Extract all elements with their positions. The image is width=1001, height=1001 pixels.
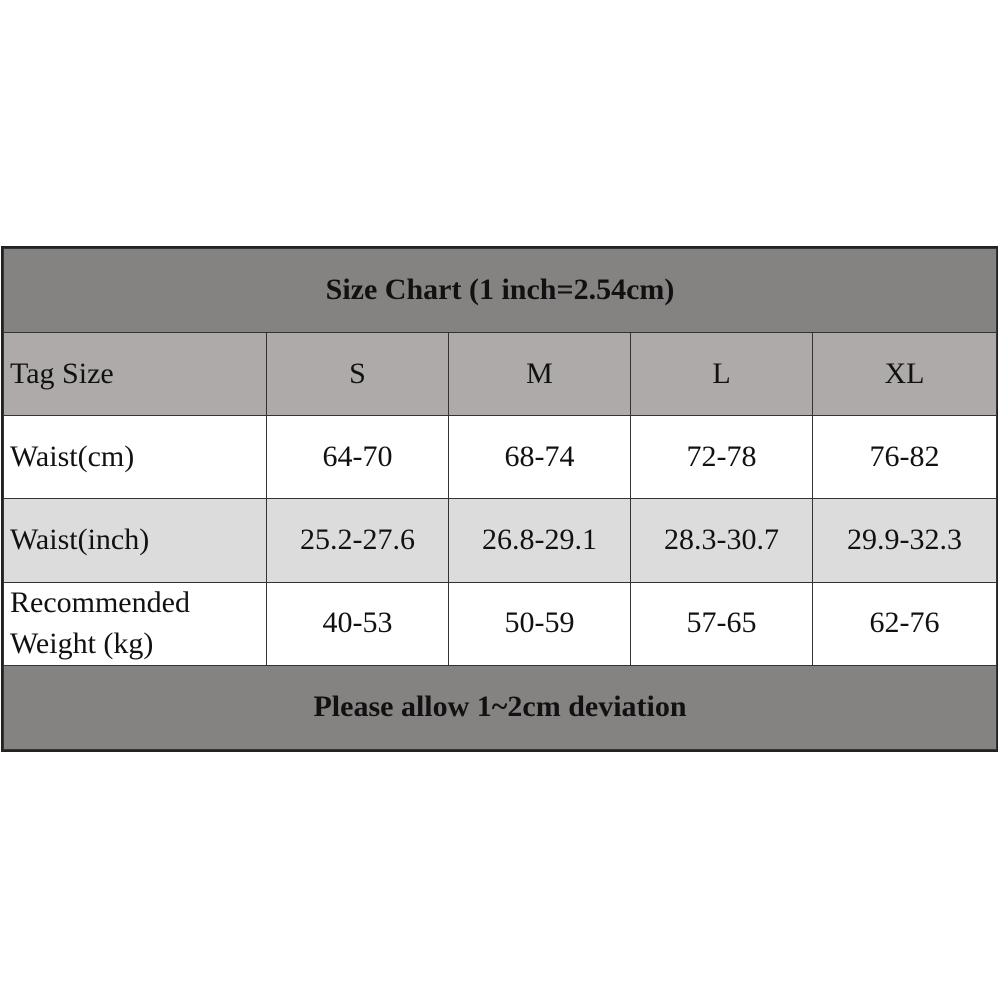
cell: 57-65 [630, 581, 813, 666]
table-body: Size Chart (1 inch=2.54cm) Tag Size S M L XL… [2, 247, 998, 751]
cell: 64-70 [266, 415, 449, 500]
header-cell: Tag Size [3, 332, 267, 417]
table-row: Recommended Weight (kg) 40-53 50-59 57-65 62… [3, 581, 998, 666]
cell: 68-74 [448, 415, 631, 500]
row-label: Waist(cm) [3, 415, 267, 500]
size-table: Size Chart (1 inch=2.54cm) Tag Size S M L XL… [2, 247, 998, 751]
cell: 26.8-29.1 [448, 498, 631, 583]
cell: 25.2-27.6 [266, 498, 449, 583]
table-row: Waist(inch) 25.2-27.6 26.8-29.1 28.3-30.7 29… [3, 498, 998, 583]
cell: 28.3-30.7 [630, 498, 813, 583]
table-title: Size Chart (1 inch=2.54cm) [2, 247, 998, 334]
header-row: Tag Size S M L XL [3, 332, 998, 417]
cell: 76-82 [811, 415, 998, 500]
footer-note: Please allow 1~2cm deviation [2, 664, 998, 751]
cell: 40-53 [266, 581, 449, 666]
cell: 62-76 [811, 581, 998, 666]
row-label: Waist(inch) [3, 498, 267, 583]
cell: 50-59 [448, 581, 631, 666]
header-cell: S [266, 332, 449, 417]
title-row: Size Chart (1 inch=2.54cm) [2, 247, 998, 334]
table-row: Waist(cm) 64-70 68-74 72-78 76-82 [3, 415, 998, 500]
cell: 72-78 [630, 415, 813, 500]
size-chart: Size Chart (1 inch=2.54cm) Tag Size S M L XL… [1, 246, 998, 752]
footer-row: Please allow 1~2cm deviation [2, 664, 998, 751]
row-label: Recommended Weight (kg) [3, 581, 267, 666]
header-cell: L [630, 332, 813, 417]
header-cell: M [448, 332, 631, 417]
header-cell: XL [811, 332, 998, 417]
cell: 29.9-32.3 [811, 498, 998, 583]
